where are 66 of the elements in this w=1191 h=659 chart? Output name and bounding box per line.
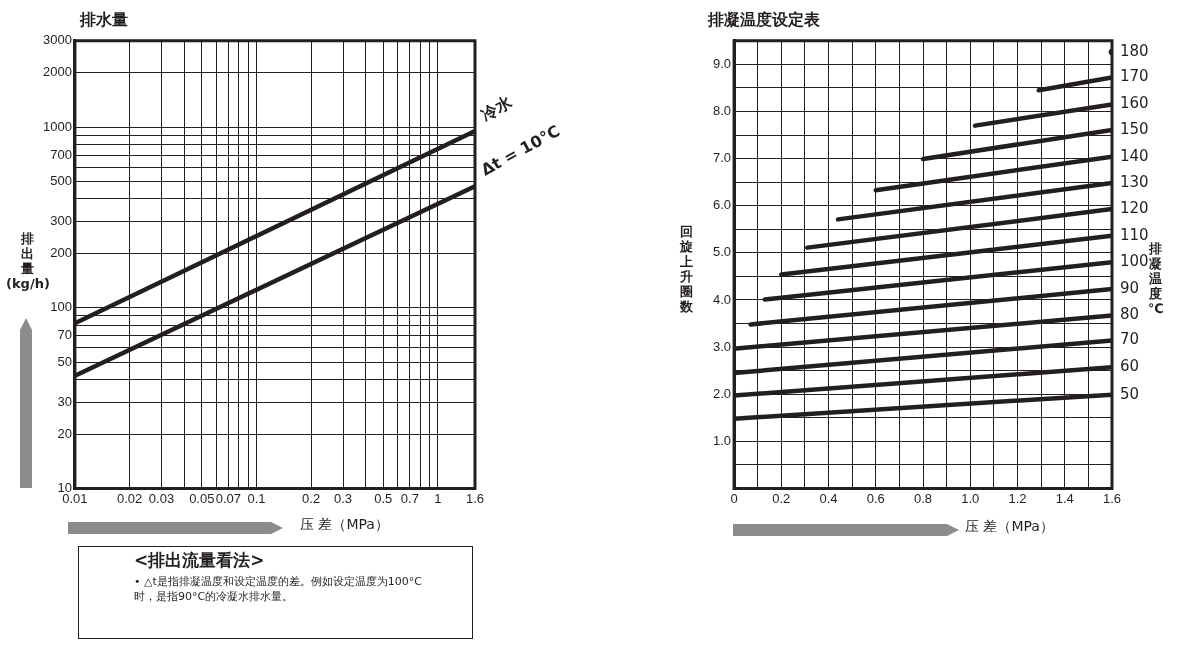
series-label: 160 (1120, 94, 1149, 113)
y-tick-label: 500 (50, 172, 72, 188)
x-tick-label: 1.4 (1055, 490, 1074, 506)
series-label: 150 (1120, 119, 1149, 138)
y-tick-label: 6.0 (712, 197, 732, 213)
x-tick-label: 1.6 (465, 490, 485, 506)
x-tick-label: 1.6 (1102, 490, 1122, 506)
x-tick-label: 0.3 (334, 490, 353, 506)
y-tick-label: 30 (57, 393, 72, 409)
y-axis-title: 排出量(kg/h) (6, 231, 50, 292)
series-label: 80 (1120, 305, 1140, 324)
y-tick-label: 2000 (43, 64, 72, 80)
y-tick-label: 70 (57, 327, 72, 343)
text: 冷水 (477, 91, 516, 125)
y-tick-label: 50 (57, 353, 72, 369)
y-tick-label: 10 (57, 479, 72, 495)
y-tick-label: 4.0 (712, 291, 732, 307)
y-tick-label: 9.0 (712, 55, 732, 71)
y-tick-label: 20 (57, 425, 72, 441)
series-label: 140 (1120, 146, 1149, 165)
y-tick-label: 100 (50, 299, 72, 315)
x-tick-label: 1 (434, 490, 442, 506)
y2-axis-title: 排凝温度℃ (1148, 241, 1164, 317)
x-tick-label: 0.2 (302, 490, 321, 506)
chart-title: 排凝温度设定表 (708, 10, 820, 31)
text: • △t是指排凝温度和设定温度的差。例如设定温度为100°C时，是指90°C的冷凝水排水量。 (134, 574, 423, 604)
series-label: 70 (1120, 330, 1140, 349)
x-tick-label: 0.7 (400, 490, 419, 506)
x-tick-label: 0.8 (914, 490, 933, 506)
y-tick-label: 7.0 (712, 150, 732, 166)
y-tick-label: 8.0 (712, 103, 732, 119)
chart-title: 排水量 (80, 10, 128, 31)
y-tick-label: 1000 (43, 118, 72, 134)
y-axis-title: 回旋上升圈数 (680, 224, 693, 315)
y-tick-label: 200 (50, 244, 72, 260)
y-tick-label: 300 (50, 213, 72, 229)
series-label: 60 (1120, 357, 1140, 376)
series-label: 50 (1120, 384, 1140, 403)
series-label: 110 (1120, 225, 1149, 244)
x-tick-label: 0.07 (215, 490, 241, 506)
x-tick-label: 0 (730, 490, 738, 506)
x-tick-label: 1.0 (961, 490, 980, 506)
y-tick-label: 3.0 (712, 338, 732, 354)
x-tick-label: 0.2 (772, 490, 791, 506)
y-tick-label: 5.0 (712, 244, 732, 260)
series-label: 100 (1120, 252, 1149, 271)
y-tick-label: 2.0 (712, 385, 732, 401)
x-tick-label: 0.03 (148, 490, 175, 506)
series-label: 90 (1120, 278, 1140, 297)
y-tick-label: 1.0 (712, 432, 732, 448)
x-axis-title: 压 差（MPa） (965, 518, 1054, 536)
series-label: 180 (1120, 42, 1149, 60)
x-tick-label: 0.6 (866, 490, 885, 506)
x-tick-label: 0.1 (247, 490, 266, 506)
x-tick-label: 0.4 (819, 490, 838, 506)
text: <排出流量看法> (134, 550, 266, 570)
x-tick-label: 0.05 (189, 490, 215, 506)
x-tick-label: 0.02 (116, 490, 143, 506)
y-tick-label: 700 (50, 146, 72, 162)
x-tick-label: 1.2 (1008, 490, 1027, 506)
series-label: 170 (1120, 67, 1149, 86)
y-tick-label: 3000 (43, 32, 72, 48)
x-axis-title: 压 差（MPa） (300, 516, 389, 534)
series-label: 130 (1120, 172, 1149, 191)
series-label: 120 (1120, 198, 1149, 217)
x-tick-label: 0.5 (374, 490, 393, 506)
